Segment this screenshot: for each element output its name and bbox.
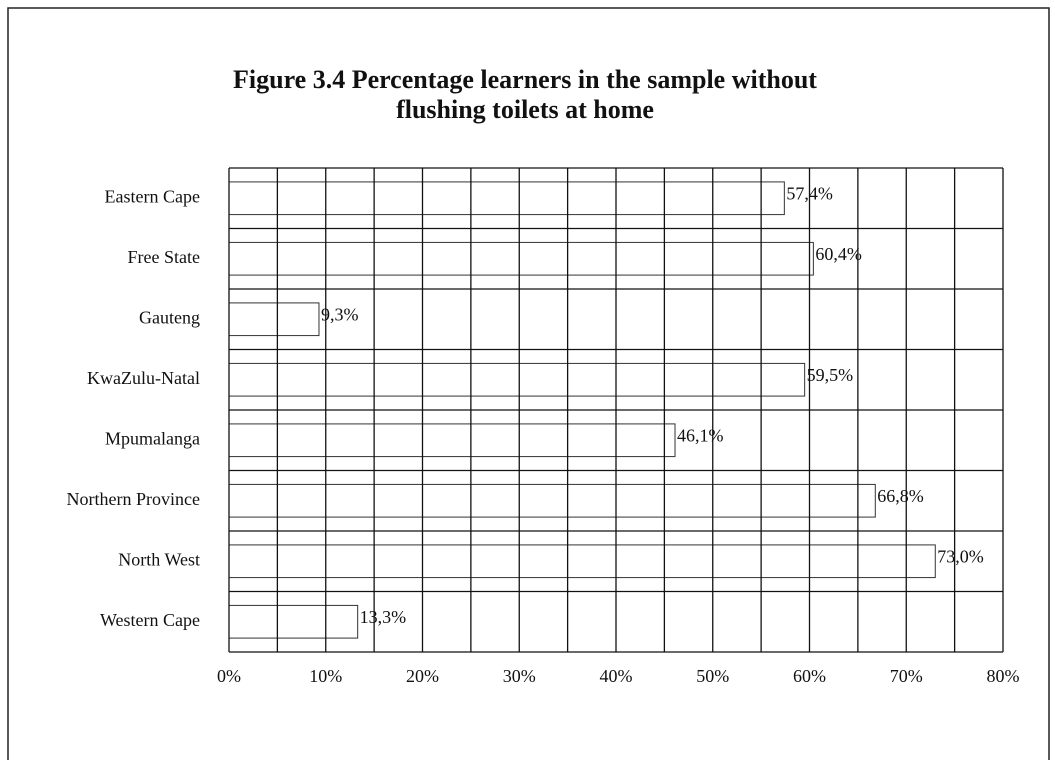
y-tick-label: North West xyxy=(118,549,200,569)
data-label: 57,4% xyxy=(786,183,833,203)
bar xyxy=(228,302,320,337)
bar xyxy=(228,181,785,216)
y-tick-label: Northern Province xyxy=(67,489,200,509)
bar xyxy=(228,604,359,639)
bar xyxy=(228,241,814,276)
y-tick-label: Eastern Cape xyxy=(105,186,200,206)
bar xyxy=(228,483,876,518)
data-label: 59,5% xyxy=(807,365,854,385)
x-tick-label: 20% xyxy=(406,666,439,686)
x-tick-label: 30% xyxy=(503,666,536,686)
x-tick-label: 70% xyxy=(890,666,923,686)
y-tick-label: Western Cape xyxy=(100,610,200,630)
bar xyxy=(228,362,806,397)
y-tick-label: Gauteng xyxy=(139,307,200,327)
frame xyxy=(7,7,1050,760)
x-tick-label: 40% xyxy=(600,666,633,686)
x-tick-label: 60% xyxy=(793,666,826,686)
data-label: 60,4% xyxy=(815,244,862,264)
x-tick-label: 80% xyxy=(987,666,1020,686)
bar xyxy=(228,423,676,458)
data-label: 73,0% xyxy=(937,546,984,566)
chart-title: Figure 3.4 Percentage learners in the sa… xyxy=(233,65,817,94)
chart-title: flushing toilets at home xyxy=(396,95,654,124)
x-tick-label: 10% xyxy=(309,666,342,686)
y-tick-label: KwaZulu-Natal xyxy=(87,368,200,388)
data-label: 9,3% xyxy=(321,304,359,324)
data-label: 46,1% xyxy=(677,425,724,445)
bar xyxy=(228,544,936,579)
y-tick-label: Mpumalanga xyxy=(105,428,200,448)
x-tick-label: 50% xyxy=(696,666,729,686)
x-tick-label: 0% xyxy=(217,666,241,686)
data-label: 13,3% xyxy=(360,607,407,627)
data-label: 66,8% xyxy=(877,486,924,506)
y-tick-label: Free State xyxy=(128,247,200,267)
